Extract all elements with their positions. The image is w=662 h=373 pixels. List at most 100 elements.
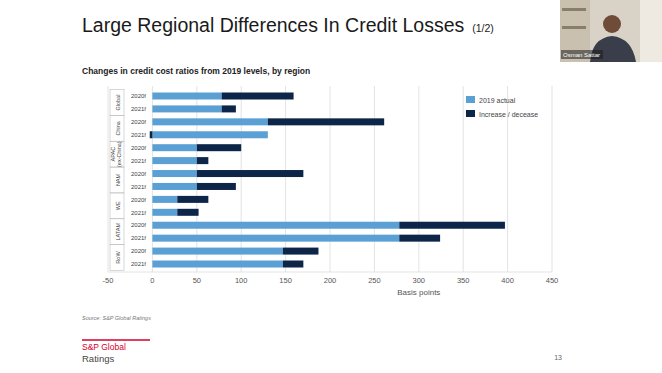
group-box bbox=[110, 141, 124, 167]
grid-line bbox=[418, 86, 419, 272]
grid-line bbox=[330, 86, 331, 272]
tick-label: 50 bbox=[193, 276, 201, 285]
grid-line bbox=[196, 86, 197, 272]
legend-label: 2019 actual bbox=[479, 97, 516, 104]
grid-line bbox=[241, 86, 242, 272]
speaker-name: Osman Sattar bbox=[563, 52, 600, 58]
logo-text: Ratings bbox=[82, 353, 114, 364]
grid-line bbox=[374, 86, 375, 272]
webcam-wall bbox=[640, 0, 662, 62]
slide: Large Regional Differences In Credit Los… bbox=[0, 0, 662, 373]
bar bbox=[152, 118, 267, 125]
slide-title-part: (1/2) bbox=[472, 22, 494, 34]
bar bbox=[283, 248, 319, 255]
bar bbox=[399, 222, 505, 229]
category-label: 2020f bbox=[131, 93, 146, 99]
bar bbox=[197, 157, 209, 164]
group-label: APAC(ex-China) bbox=[110, 141, 122, 167]
webcam-shelf bbox=[562, 26, 586, 29]
tick-label: 350 bbox=[457, 276, 470, 285]
bar bbox=[399, 235, 440, 242]
bar bbox=[197, 183, 236, 190]
category-label: 2021f bbox=[131, 158, 146, 164]
bar bbox=[177, 196, 208, 203]
group-box bbox=[110, 245, 124, 271]
group-label: RoW bbox=[115, 251, 121, 264]
tick-label: 200 bbox=[324, 276, 337, 285]
group-box bbox=[110, 167, 124, 193]
logo-text: S&P Global bbox=[82, 342, 126, 352]
legend-swatch bbox=[466, 110, 475, 117]
category-label: 2021f bbox=[131, 132, 146, 138]
bar bbox=[152, 144, 196, 151]
bar bbox=[177, 209, 198, 216]
tick-label: 0 bbox=[150, 276, 154, 285]
group-label: Global bbox=[115, 95, 121, 111]
category-label: 2021f bbox=[131, 184, 146, 190]
group-box bbox=[110, 193, 124, 219]
grid-line bbox=[463, 86, 464, 272]
bar bbox=[152, 157, 196, 164]
tick-label: 150 bbox=[279, 276, 292, 285]
page-number: 13 bbox=[554, 354, 562, 361]
bar bbox=[283, 261, 303, 268]
category-label: 2021f bbox=[131, 210, 146, 216]
bar bbox=[152, 105, 221, 112]
group-label: LATAM bbox=[115, 223, 121, 241]
legend-swatch bbox=[466, 96, 475, 103]
bar bbox=[152, 248, 283, 255]
legend: 2019 actual Increase / decease bbox=[466, 96, 538, 118]
grid-line bbox=[552, 86, 553, 272]
bar bbox=[268, 118, 384, 125]
category-label: 2021f bbox=[131, 106, 146, 112]
bars bbox=[150, 93, 505, 268]
group-label-line: (ex-China) bbox=[116, 141, 122, 167]
tick-label: -50 bbox=[103, 276, 114, 285]
source: Source: S&P Global Ratings bbox=[82, 315, 151, 321]
category-label: 2020f bbox=[131, 197, 146, 203]
webcam-name-bg bbox=[561, 50, 603, 59]
bar bbox=[152, 93, 221, 100]
category-label: 2020f bbox=[131, 171, 146, 177]
webcam-bg bbox=[560, 0, 662, 62]
group-box bbox=[110, 219, 124, 245]
bar bbox=[197, 170, 304, 177]
bar bbox=[197, 144, 241, 151]
slide-title: Large Regional Differences In Credit Los… bbox=[82, 14, 465, 36]
bar bbox=[150, 131, 153, 138]
category-label: 2021f bbox=[131, 235, 146, 241]
category-label: 2020f bbox=[131, 222, 146, 228]
webcam: Osman Sattar bbox=[560, 0, 662, 62]
category-label: 2021f bbox=[131, 261, 146, 267]
category-label: 2020f bbox=[131, 119, 146, 125]
category-label: 2020f bbox=[131, 145, 146, 151]
tick-label: 400 bbox=[501, 276, 514, 285]
group-box bbox=[110, 90, 124, 116]
bar bbox=[152, 235, 399, 242]
tick-label: 250 bbox=[368, 276, 381, 285]
logo-rule bbox=[82, 339, 150, 341]
group-label: WE bbox=[115, 201, 121, 210]
legend-label: Increase / decease bbox=[479, 111, 538, 118]
bar bbox=[152, 183, 196, 190]
grid-line bbox=[108, 86, 109, 272]
tick-label: 100 bbox=[235, 276, 248, 285]
x-axis-label: Basis points bbox=[397, 288, 440, 297]
tick-label: 300 bbox=[413, 276, 426, 285]
group-label: China bbox=[115, 120, 121, 135]
bar bbox=[152, 222, 399, 229]
chart-title: Changes in credit cost ratios from 2019 … bbox=[82, 66, 310, 76]
bar bbox=[222, 105, 236, 112]
bar bbox=[152, 131, 267, 138]
bar bbox=[222, 93, 294, 100]
bar bbox=[152, 261, 283, 268]
bar bbox=[152, 196, 177, 203]
group-labels: Global China APAC(ex-China) NAM WE LATAM RoW bbox=[110, 90, 124, 271]
canvas: Large Regional Differences In Credit Los… bbox=[0, 0, 662, 373]
category-label: 2020f bbox=[131, 248, 146, 254]
webcam-person bbox=[603, 15, 621, 33]
tick-label: 450 bbox=[546, 276, 559, 285]
grid-line bbox=[285, 86, 286, 272]
group-label: NAM bbox=[115, 173, 121, 186]
bar bbox=[152, 170, 196, 177]
